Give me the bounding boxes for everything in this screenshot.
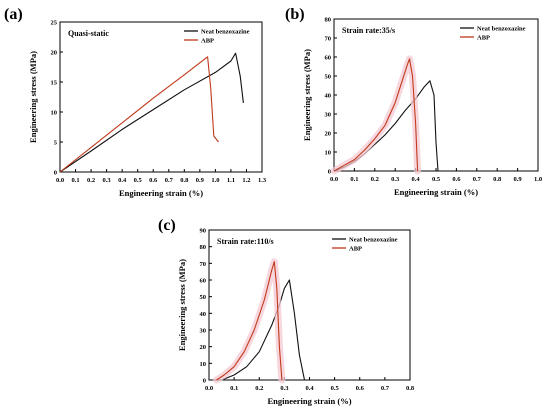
y-tick-label: 10 (51, 110, 58, 117)
y-tick-label: 20 (51, 50, 58, 57)
x-tick-label: 0.2 (255, 385, 263, 392)
series-band (213, 258, 286, 384)
x-tick-label: 0.5 (134, 177, 143, 184)
y-tick-label: 60 (200, 278, 207, 285)
series-line (59, 56, 219, 173)
panel-label-b: (b) (285, 6, 305, 23)
chart-panel: 0.0 0.1 0.2 0.3 0.4 0.5 0.6 0.7 0.8 0 10 20 30 40 50 60… (177, 228, 415, 407)
legend-label: ABP (349, 246, 362, 253)
x-tick-label: 0.7 (381, 385, 390, 392)
y-tick-label: 30 (200, 328, 207, 335)
series-line (333, 58, 419, 172)
x-tick-label: 1.0 (534, 176, 542, 183)
x-tick-label: 0.5 (331, 385, 340, 392)
x-tick-label: 0.3 (280, 385, 289, 392)
y-tick-label: 40 (325, 93, 332, 100)
y-tick-label: 20 (325, 131, 332, 138)
y-axis-label: Engineering stress (MPa) (302, 49, 312, 141)
x-tick-label: 0.4 (118, 177, 127, 184)
y-tick-label: 90 (200, 228, 207, 235)
x-tick-label: 0.8 (493, 176, 502, 183)
y-tick-label: 10 (325, 150, 332, 157)
x-tick-label: 0.9 (196, 177, 205, 184)
chart-annotation: Quasi-static (68, 29, 109, 38)
chart-panel: 0.0 0.1 0.2 0.3 0.4 0.5 0.6 0.7 0.8 0.9 1.0 0 10 20 30… (302, 17, 542, 198)
y-tick-label: 70 (325, 36, 332, 43)
chart-panel: 0.0 0.1 0.2 0.3 0.4 0.5 0.6 0.7 0.8 0.9 1.0 1.1 1.2 1… (28, 20, 267, 199)
x-tick-label: 0.1 (71, 177, 79, 184)
y-tick-label: 5 (54, 140, 58, 147)
x-tick-label: 0.7 (165, 177, 174, 184)
x-tick-label: 0.4 (305, 385, 314, 392)
x-tick-label: 0.9 (514, 176, 523, 183)
y-tick-label: 10 (200, 361, 207, 368)
legend-label: ABP (201, 38, 214, 45)
y-tick-label: 0 (54, 170, 57, 177)
y-tick-label: 80 (325, 17, 332, 24)
chart-annotation: Strain rate:110/s (217, 237, 274, 246)
y-axis-label: Engineering stress (MPa) (177, 259, 187, 351)
series-line (59, 52, 244, 173)
y-tick-label: 30 (325, 112, 332, 119)
x-tick-label: 0.6 (452, 176, 461, 183)
y-tick-label: 80 (200, 244, 207, 251)
x-tick-label: 0.8 (180, 177, 189, 184)
x-tick-label: 0.0 (56, 177, 64, 184)
x-tick-label: 0.7 (473, 176, 482, 183)
x-tick-label: 0.5 (432, 176, 441, 183)
y-tick-label: 25 (51, 20, 58, 27)
x-tick-label: 1.0 (211, 177, 219, 184)
x-axis-label: Engineering strain (%) (267, 396, 351, 406)
y-tick-label: 50 (200, 294, 207, 301)
y-tick-label: 0 (203, 378, 206, 385)
y-tick-label: 60 (325, 55, 332, 62)
x-tick-label: 1.2 (242, 177, 250, 184)
x-tick-label: 1.3 (258, 177, 267, 184)
series-band (330, 55, 422, 175)
series-line (216, 261, 283, 381)
x-tick-label: 0.3 (103, 177, 112, 184)
x-tick-label: 0.3 (391, 176, 400, 183)
panel-label-c: (c) (158, 217, 176, 234)
y-tick-label: 70 (200, 261, 207, 268)
x-tick-label: 0.2 (371, 176, 379, 183)
x-tick-label: 0.6 (356, 385, 365, 392)
y-tick-label: 20 (200, 344, 207, 351)
x-tick-label: 0.2 (87, 177, 95, 184)
y-tick-label: 40 (200, 311, 207, 318)
y-tick-label: 50 (325, 74, 332, 81)
legend-label: Neat benzoxazine (477, 26, 526, 33)
x-axis-label: Engineering strain (%) (394, 187, 478, 197)
x-tick-label: 0.0 (205, 385, 213, 392)
x-axis-label: Engineering strain (%) (119, 188, 203, 198)
x-tick-label: 0.0 (330, 176, 338, 183)
y-tick-label: 15 (51, 80, 58, 87)
y-axis-label: Engineering stress (MPa) (28, 51, 38, 143)
x-tick-label: 0.4 (412, 176, 421, 183)
y-tick-label: 0 (328, 169, 331, 176)
legend-label: Neat benzoxazine (349, 237, 398, 244)
legend-label: ABP (477, 35, 490, 42)
x-tick-label: 0.8 (406, 385, 415, 392)
x-tick-label: 1.1 (227, 177, 235, 184)
panel-label-a: (a) (4, 6, 23, 23)
x-tick-label: 0.6 (149, 177, 158, 184)
plot-frame (59, 21, 263, 173)
x-tick-label: 0.1 (230, 385, 238, 392)
x-tick-label: 0.1 (350, 176, 358, 183)
legend-label: Neat benzoxazine (201, 29, 250, 36)
chart-annotation: Strain rate:35/s (342, 26, 395, 35)
